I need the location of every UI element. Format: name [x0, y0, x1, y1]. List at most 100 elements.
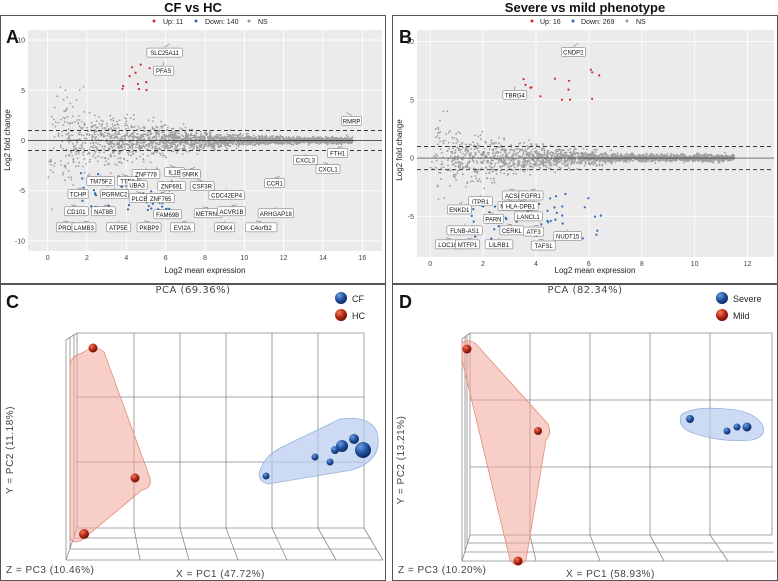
panel-a-ns-point	[243, 137, 245, 140]
panel-a-ns-point	[181, 138, 184, 141]
panel-a-ns-point	[97, 133, 100, 136]
panel-a-ns-point	[90, 126, 93, 129]
panel-b-ns-point	[511, 158, 514, 161]
panel-a-ns-point	[60, 118, 62, 121]
panel-b-ns-point	[638, 160, 641, 163]
panel-a-gene-label: SNRK	[182, 173, 199, 179]
panel-a-ns-point	[66, 121, 69, 124]
panel-b-ns-point	[579, 155, 581, 158]
panel-b-ns-point	[536, 164, 538, 167]
panel-a-ns-point	[158, 152, 161, 155]
panel-b-ns-point	[456, 155, 459, 158]
panel-a-down-point	[79, 172, 83, 175]
panel-a-ns-point	[123, 145, 126, 148]
panel-a-ns-point	[139, 127, 142, 129]
panel-a-ns-point	[341, 137, 343, 140]
panel-b-ns-point	[547, 156, 550, 159]
panel-b-ns-point	[464, 150, 467, 152]
panel-b-ns-point	[614, 159, 616, 161]
panel-a-gene-box	[126, 180, 148, 190]
panel-b-ns-point	[584, 162, 587, 165]
panel-b-ns-point	[545, 161, 547, 164]
panel-a-gene-label: LAMB3	[74, 226, 94, 232]
panel-a-ns-point	[88, 173, 91, 176]
panel-b-ns-point	[662, 155, 664, 157]
panel-a-ns-point	[279, 134, 282, 137]
panel-a-ns-point	[246, 132, 249, 135]
panel-a-ns-point	[172, 135, 175, 138]
panel-a-ns-point	[92, 142, 95, 144]
panel-a-ns-point	[129, 117, 132, 120]
panel-b-ns-point	[435, 136, 437, 139]
panel-a-ns-point	[76, 141, 78, 144]
panel-a-ns-point	[133, 126, 136, 128]
panel-b-ns-point	[626, 154, 629, 157]
panel-b-ns-point	[629, 158, 632, 161]
panel-a-ns-point	[106, 125, 109, 127]
panel-a-ns-point	[251, 143, 254, 146]
panel-b-ns-point	[464, 154, 466, 157]
panel-a-ns-point	[69, 102, 72, 105]
panel-a-ns-point	[280, 136, 282, 138]
panel-a-ns-point	[174, 134, 177, 137]
panel-a-ns-point	[165, 135, 168, 138]
panel-b-ns-point	[541, 158, 544, 161]
panel-b-ns-point	[681, 155, 684, 157]
panel-a-ns-point	[77, 122, 80, 125]
panel-a-ns-point	[129, 141, 132, 144]
panel-b-ns-point	[567, 155, 570, 157]
panel-a-ns-point	[238, 141, 241, 144]
panel-a-ns-point	[72, 158, 74, 161]
panel-a-ns-point	[117, 157, 120, 160]
panel-a-ns-point	[103, 135, 106, 137]
panel-a-ns-point	[286, 142, 289, 145]
panel-a-ns-point	[184, 143, 187, 145]
panel-a-ns-point	[345, 137, 348, 140]
panel-a-ns-point	[99, 130, 102, 133]
panel-b-ns-point	[513, 149, 516, 152]
panel-a-ns-point	[91, 146, 94, 149]
panel-a-ns-point	[65, 133, 68, 136]
panel-a-ns-point	[106, 122, 108, 125]
panel-a-ns-point	[240, 142, 243, 144]
panel-a-ns-point	[303, 141, 305, 143]
panel-a-ns-point	[113, 155, 116, 158]
panel-a-ns-point	[70, 151, 72, 153]
panel-a-ns-point	[93, 144, 96, 147]
panel-a-ns-point	[174, 137, 177, 140]
panel-a-ns-point	[94, 150, 96, 153]
panel-b-ns-point	[628, 160, 631, 163]
panel-a-ns-point	[132, 118, 135, 121]
panel-a-ns-point	[127, 127, 130, 129]
panel-b-ns-point	[555, 149, 558, 151]
panel-a-gene-label: PDK4	[217, 226, 233, 232]
panel-b-ns-point	[524, 148, 526, 151]
panel-b-ns-point	[500, 144, 502, 147]
panel-b-ns-point	[485, 141, 487, 144]
panel-a-ns-point	[173, 130, 176, 133]
panel-a-down-point	[151, 202, 154, 205]
panel-a-ns-point	[271, 136, 274, 139]
panel-a-ns-point	[57, 132, 60, 135]
panel-a-ns-point	[235, 144, 238, 146]
panel-a-ns-point	[130, 154, 133, 157]
panel-b-ns-point	[524, 162, 527, 165]
panel-b-legend-down-marker	[571, 19, 575, 23]
panel-a-ns-point	[163, 147, 166, 150]
panel-b-ns-point	[613, 155, 615, 158]
panel-a-ns-point	[130, 132, 133, 135]
panel-b-ns-point	[568, 155, 571, 158]
panel-b-ns-point	[726, 155, 729, 158]
panel-a-ns-point	[49, 158, 52, 161]
panel-a-ns-point	[74, 144, 77, 147]
panel-a-ns-point	[241, 134, 244, 137]
panel-b-ns-point	[525, 152, 528, 155]
panel-a-ns-point	[298, 136, 300, 138]
panel-b-label: B	[399, 27, 412, 47]
panel-a-ns-point	[53, 165, 55, 167]
panel-b-ns-point	[599, 153, 602, 156]
panel-b-ns-point	[666, 153, 669, 155]
panel-a-ns-point	[159, 138, 161, 141]
panel-b-ns-point	[498, 145, 501, 148]
panel-a-ns-point	[97, 143, 100, 145]
